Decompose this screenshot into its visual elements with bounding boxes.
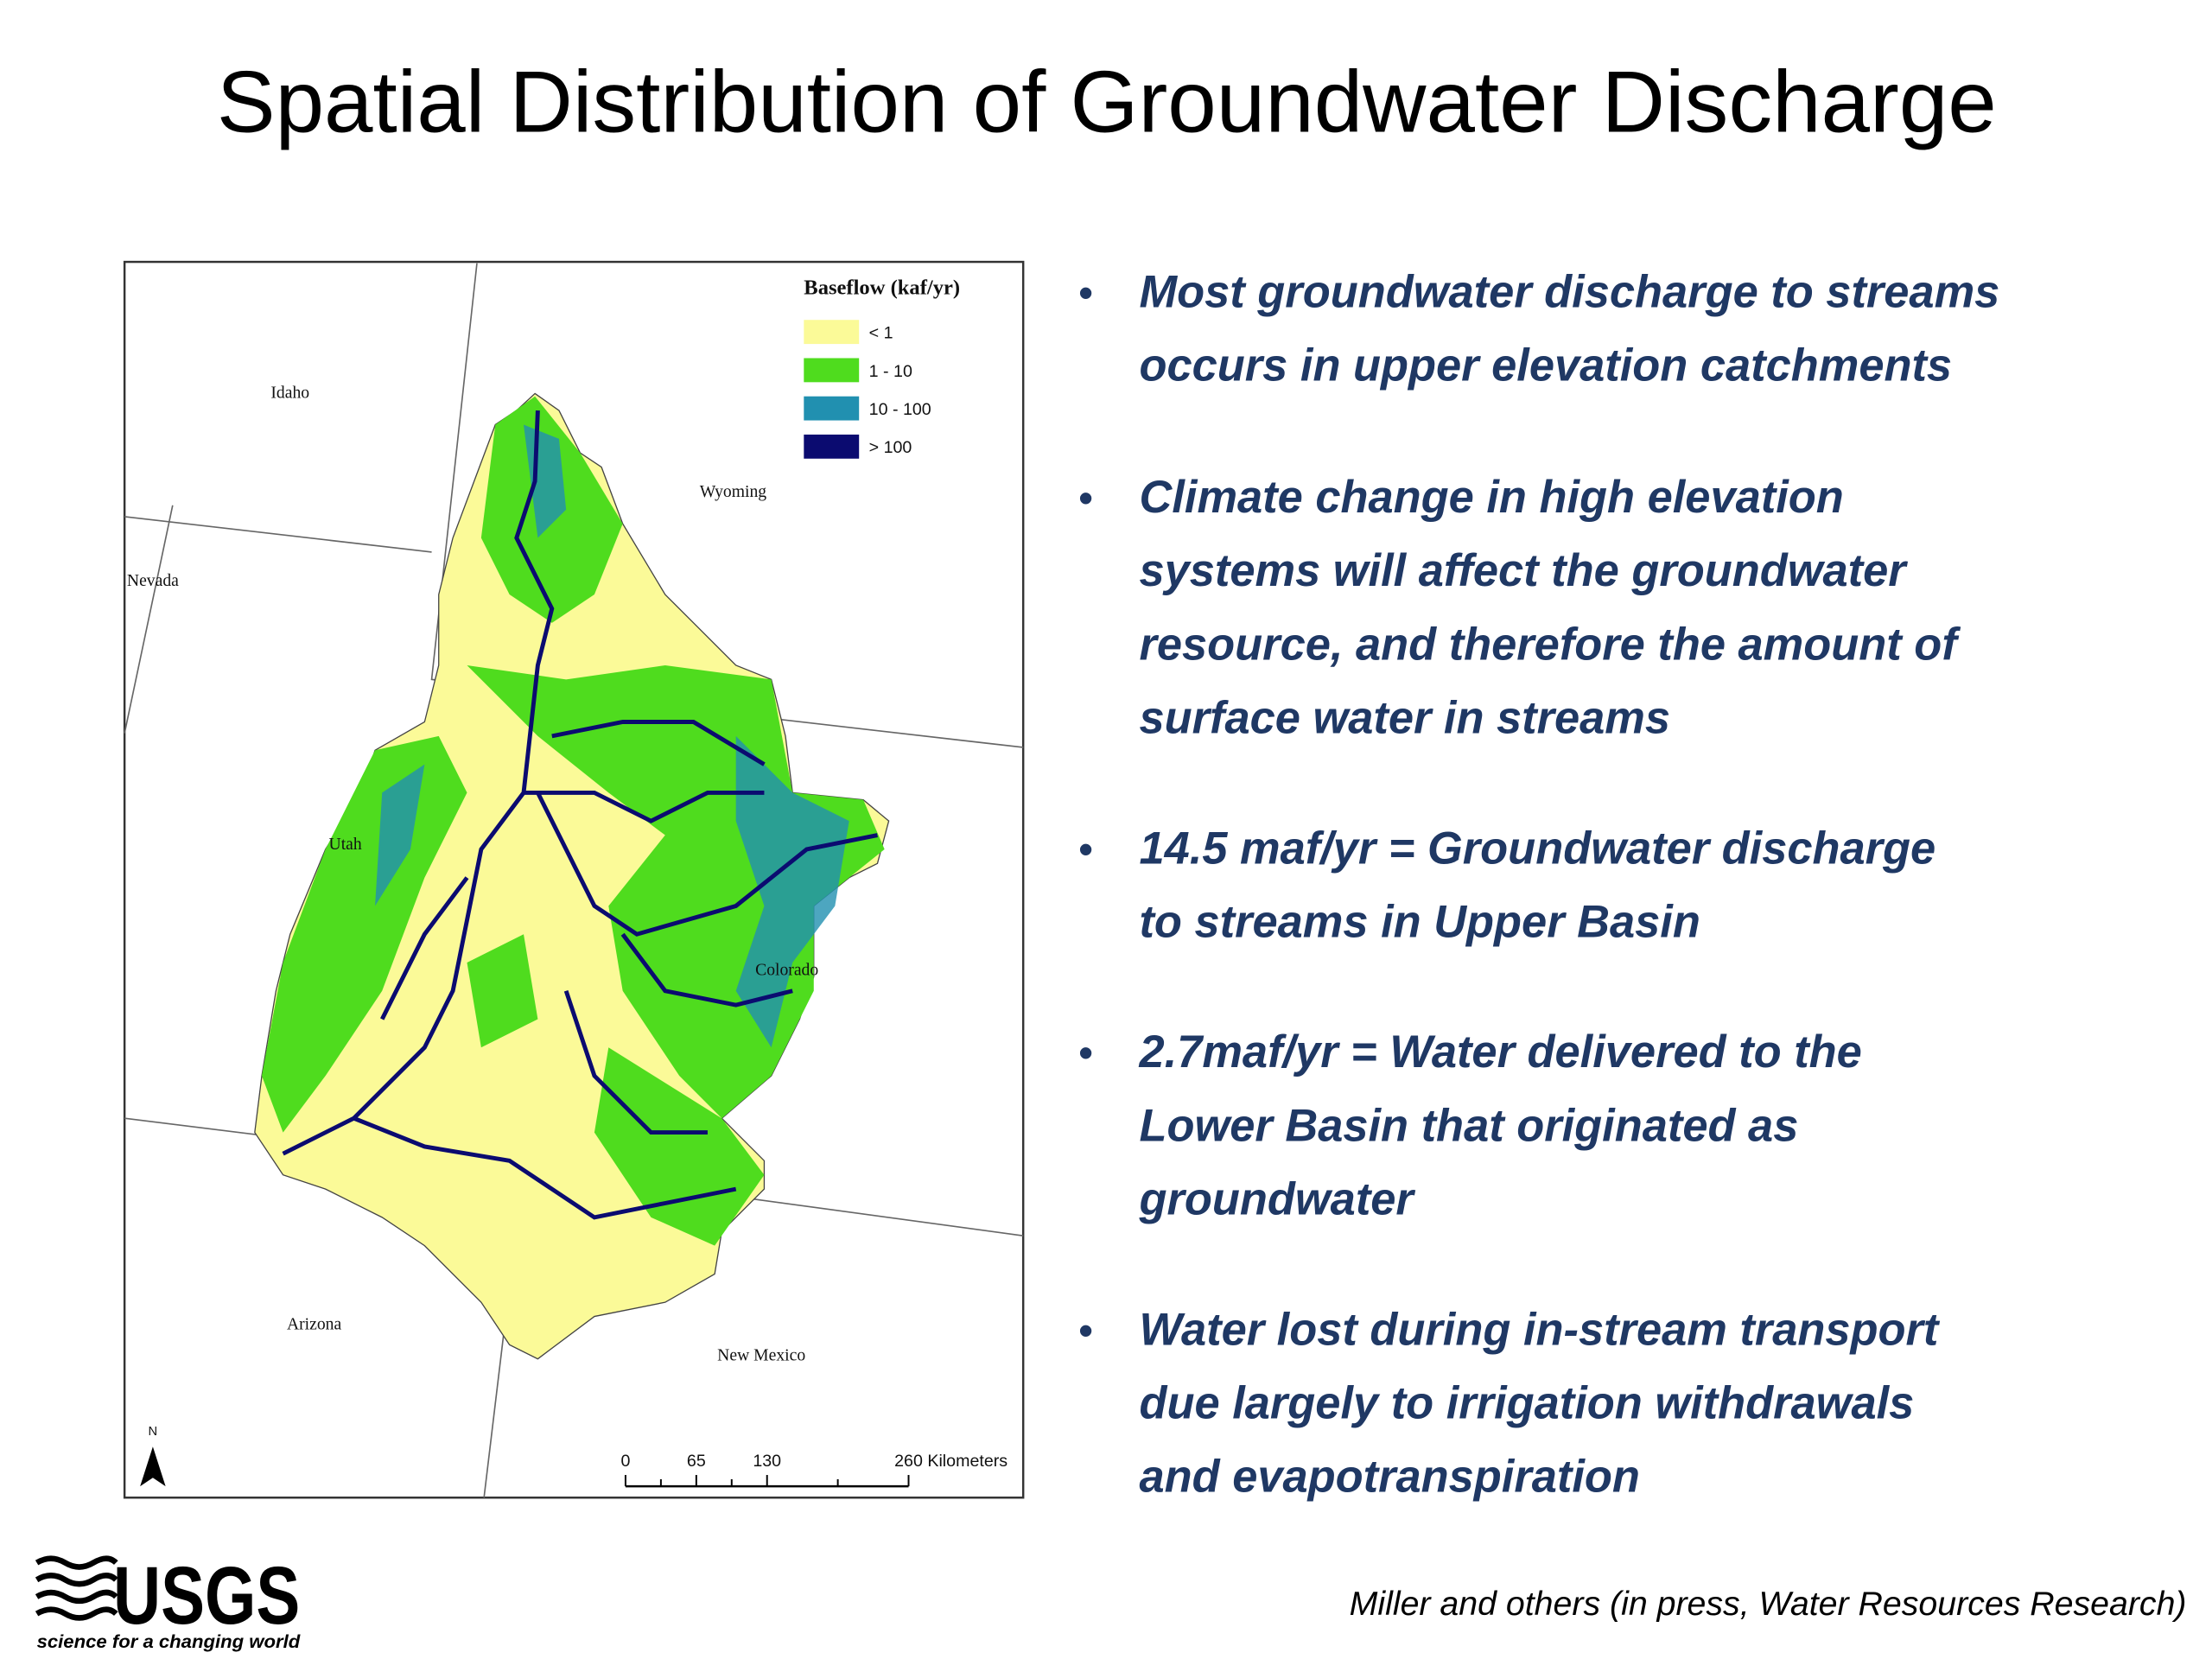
- state-label: Colorado: [755, 961, 818, 980]
- map: Baseflow (kaf/yr) < 1 1 - 10 10 - 100 > …: [123, 260, 1025, 1499]
- scale-label: 260 Kilometers: [894, 1452, 1007, 1471]
- bullet-dot: •: [1078, 475, 1093, 522]
- bullet-line: Climate change in high elevation: [1139, 473, 1843, 523]
- legend-label: > 100: [869, 438, 912, 457]
- bullet-line: and evapotranspiration: [1139, 1452, 1639, 1503]
- bullet-line: surface water in streams: [1139, 694, 1670, 744]
- legend-swatch: [804, 396, 860, 421]
- bullet-line: 14.5 maf/yr = Groundwater discharge: [1139, 823, 1936, 874]
- bullet: • Climate change in high elevation syste…: [1078, 473, 1961, 744]
- usgs-logo: USGS science for a changing world: [35, 1550, 302, 1652]
- legend-title: Baseflow (kaf/yr): [804, 276, 960, 300]
- rivers: [282, 410, 878, 1220]
- north-label: N: [149, 1425, 158, 1439]
- bullet-dot: •: [1078, 1030, 1093, 1077]
- legend-swatch: [804, 358, 860, 383]
- scale-bar: 0 65 130 260 Kilometers: [620, 1452, 1007, 1488]
- legend-label: 1 - 10: [869, 362, 912, 381]
- bullet-dot: •: [1078, 826, 1093, 873]
- bullet-line: 2.7maf/yr = Water delivered to the: [1138, 1027, 1861, 1077]
- bullet: • Water lost during in-stream transport …: [1078, 1305, 1941, 1502]
- basin-yellow: [254, 392, 890, 1360]
- citation: Miller and others (in press, Water Resou…: [1350, 1585, 2187, 1623]
- bullet-dot: •: [1078, 1307, 1093, 1354]
- logo-tagline: science for a changing world: [37, 1631, 302, 1652]
- bullet-line: resource, and therefore the amount of: [1139, 620, 1961, 670]
- legend-swatch: [804, 434, 860, 459]
- bullet-dot: •: [1078, 270, 1093, 316]
- state-label: New Mexico: [717, 1345, 805, 1364]
- basin-blue: [375, 424, 849, 1048]
- state-labels: Idaho Wyoming Nevada Utah Colorado Arizo…: [127, 383, 818, 1364]
- bullet-line: Most groundwater discharge to streams: [1139, 267, 1999, 317]
- bullet-line: Lower Basin that originated as: [1139, 1101, 1798, 1151]
- north-arrow: [140, 1446, 166, 1487]
- bullet-line: occurs in upper elevation catchments: [1139, 341, 1952, 391]
- state-label: Nevada: [127, 571, 179, 590]
- bullet: • Most groundwater discharge to streams …: [1078, 267, 1999, 391]
- legend-label: 10 - 100: [869, 400, 931, 419]
- state-label: Utah: [329, 835, 362, 854]
- bullet-line: systems will affect the groundwater: [1139, 546, 1908, 596]
- state-label: Idaho: [270, 383, 309, 402]
- bullet: • 14.5 maf/yr = Groundwater discharge to…: [1078, 823, 1936, 947]
- scale-label: 65: [687, 1452, 706, 1471]
- bullet-line: to streams in Upper Basin: [1139, 898, 1700, 948]
- bullet-line: Water lost during in-stream transport: [1139, 1305, 1940, 1355]
- legend: < 1 1 - 10 10 - 100 > 100: [804, 320, 931, 459]
- scale-label: 0: [620, 1452, 630, 1471]
- legend-label: < 1: [869, 324, 893, 343]
- scale-label: 130: [753, 1452, 781, 1471]
- logo-text: USGS: [113, 1550, 300, 1642]
- state-label: Arizona: [287, 1314, 342, 1333]
- bullet: • 2.7maf/yr = Water delivered to the Low…: [1078, 1027, 1862, 1224]
- legend-swatch: [804, 320, 860, 345]
- slide-title: Spatial Distribution of Groundwater Disc…: [217, 52, 1997, 150]
- bullet-line: due largely to irrigation withdrawals: [1139, 1378, 1914, 1428]
- bullet-list: • Most groundwater discharge to streams …: [1078, 267, 1999, 1502]
- state-label: Wyoming: [700, 482, 767, 501]
- bullet-line: groundwater: [1138, 1175, 1415, 1225]
